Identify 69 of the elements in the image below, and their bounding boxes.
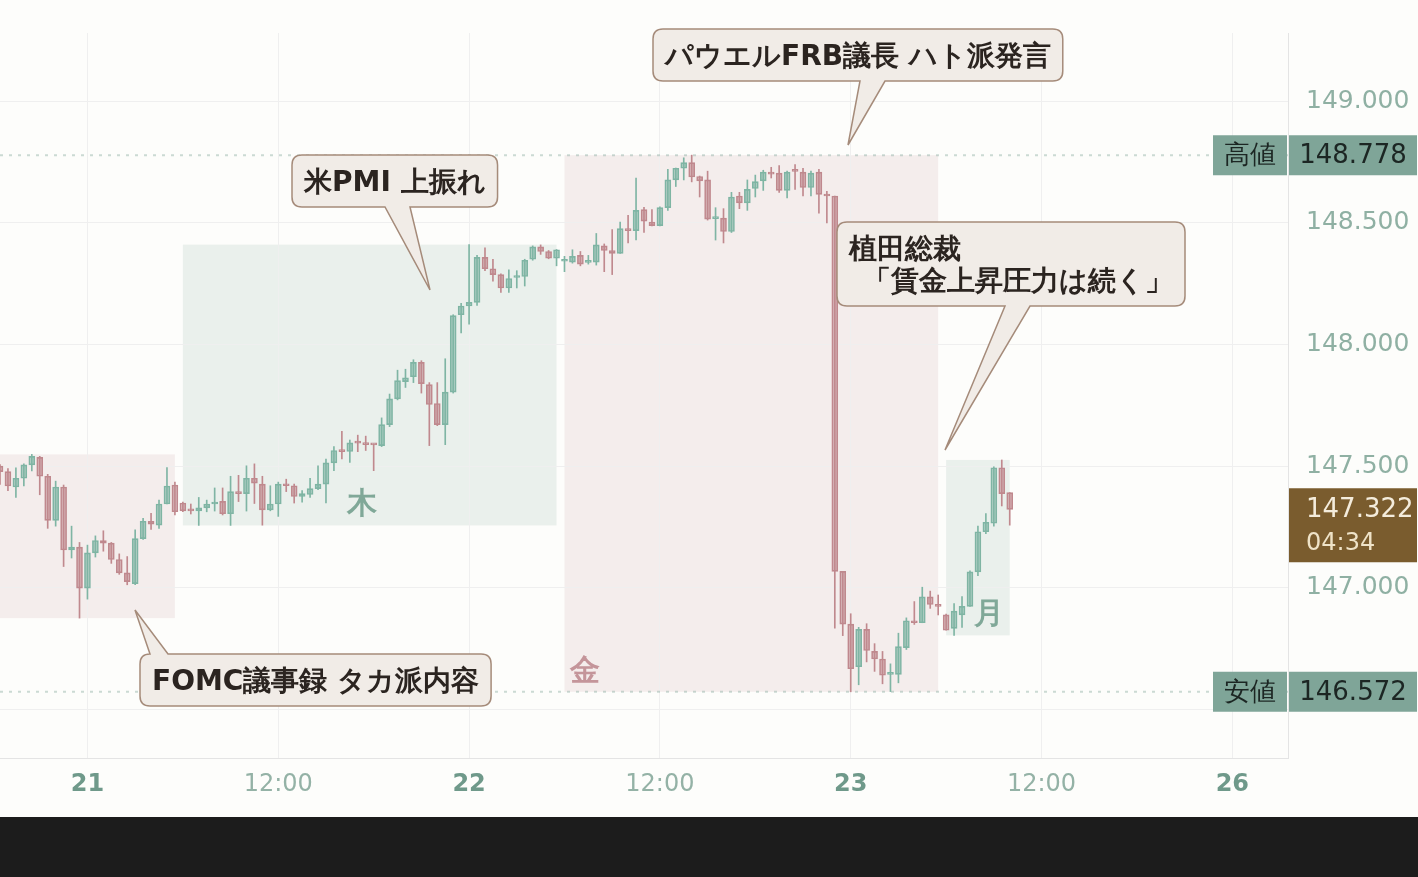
annotation: 金 [569,651,601,687]
annotation: 月 [973,595,1005,631]
candlestick [624,214,632,244]
y-tick-label: 148.000 [1306,327,1410,357]
x-tick-label: 26 [1215,768,1250,797]
candlestick [926,590,934,609]
candlestick [998,459,1006,507]
candlestick [362,435,370,451]
x-tick-label: 12:00 [625,768,695,797]
x-tick-label: 12:00 [1006,768,1077,797]
x-tick-label: 21 [70,768,105,797]
candlestick [672,167,680,187]
candlestick [831,195,839,629]
annotation: 「賃金上昇圧力は続く」 [863,263,1173,297]
text: 148.778 [1299,138,1407,169]
y-tick-label: 147.000 [1306,571,1410,601]
candlestick [107,542,115,564]
candlestick [123,556,131,586]
candlestick [791,164,799,190]
candlestick [513,270,521,289]
candlestick [449,314,457,394]
candlestick [36,455,44,496]
candlestick [990,466,998,527]
candlestick [147,512,155,530]
annotation: 木 [346,485,379,521]
candlestick [44,474,52,529]
candlestick [688,154,696,183]
candlestick [489,258,497,282]
candlestick [521,258,529,287]
annotation: 米PMI 上振れ [303,164,486,198]
candlestick [600,243,608,272]
candlestick [115,553,123,575]
candlestick [28,454,36,472]
candlestick [338,430,346,460]
candlestick [592,233,600,266]
candlestick [608,229,616,275]
x-tick-label: 22 [452,768,486,797]
candlestick [680,157,688,181]
y-tick-label: 148.500 [1306,206,1410,236]
candlestick [441,358,449,445]
candlestick [282,478,290,492]
ref-line-label: 高値 [1224,138,1276,169]
y-tick-label: 147.500 [1306,449,1410,479]
candlestick [529,245,537,261]
text: 146.572 [1299,675,1407,706]
candlestick [290,483,298,504]
text: 147.322 [1306,493,1414,524]
candlestick [306,477,314,498]
candlestick [346,439,354,463]
annotation: FOMC議事録 タカ派内容 [152,663,480,697]
ref-line-label: 安値 [1224,675,1276,706]
candlestick [751,174,759,198]
x-tick-label: 12:00 [243,768,313,797]
candlestick [839,571,847,636]
x-tick-label: 23 [834,768,868,797]
y-tick-label: 149.000 [1306,84,1410,114]
candlestick [910,601,918,625]
candlestick [918,586,926,624]
candlestick [1006,492,1014,526]
candlestick [934,594,942,616]
text: 04:34 [1306,527,1376,556]
annotation: パウエルFRB議長 ハト派発言 [663,38,1051,72]
candlestick [274,481,282,517]
candlestick [433,382,441,426]
candlestick [847,613,855,693]
candlestick [759,169,767,191]
candlestick [354,434,362,453]
candlestick [266,485,274,512]
annotation: 植田総裁 [848,231,961,265]
